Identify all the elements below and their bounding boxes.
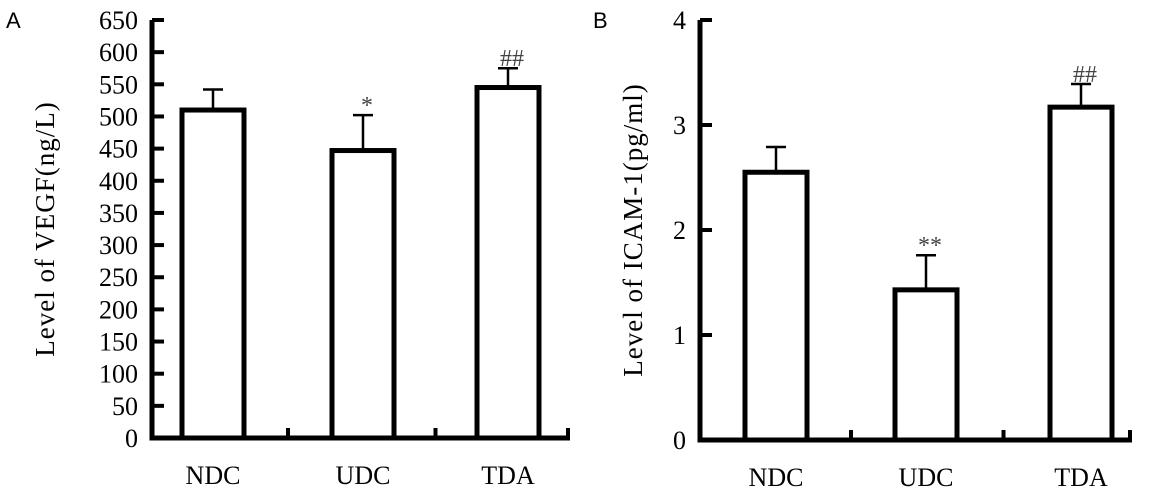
y-tick-label: 200 (99, 295, 138, 324)
bar (179, 107, 247, 441)
bar (329, 148, 397, 441)
category-label: UDC (336, 461, 391, 490)
bar (474, 85, 542, 441)
y-tick-label: 4 (673, 6, 686, 35)
y-tick-label: 0 (125, 424, 138, 453)
panel-b: B 0 1 2 3 4 NDC ** UDC ## TDA Level of ICAM-1(pg/m… (593, 6, 1132, 492)
y-tick-label: 250 (99, 263, 138, 292)
bar (1047, 104, 1115, 443)
category-label: TDA (1054, 463, 1108, 492)
significance-marker: ** (918, 233, 942, 259)
y-tick-label: 50 (112, 392, 138, 421)
category-label: UDC (899, 463, 954, 492)
significance-marker: * (361, 93, 373, 119)
y-tick-label: 500 (99, 102, 138, 131)
y-tick-label: 3 (673, 111, 686, 140)
y-tick-label: 550 (99, 70, 138, 99)
y-tick-label: 100 (99, 360, 138, 389)
y-tick-label: 2 (673, 216, 686, 245)
y-tick-label: 350 (99, 199, 138, 228)
category-label: NDC (186, 461, 241, 490)
significance-marker: ## (1073, 62, 1097, 88)
y-tick-label: 600 (99, 38, 138, 67)
y-tick-label: 300 (99, 231, 138, 260)
y-tick-label: 650 (99, 6, 138, 35)
y-axis-title: Level of VEGF(ng/L) (30, 101, 60, 356)
y-tick-label: 400 (99, 167, 138, 196)
category-label: NDC (749, 463, 804, 492)
bar (742, 169, 810, 443)
bar (892, 287, 960, 443)
y-tick-label: 150 (99, 328, 138, 357)
significance-marker: ## (500, 46, 524, 72)
y-tick-label: 0 (673, 426, 686, 455)
panel-a-letter: A (6, 8, 21, 33)
y-axis-title: Level of ICAM-1(pg/ml) (618, 83, 648, 376)
y-tick-label: 1 (673, 321, 686, 350)
y-tick-label: 450 (99, 135, 138, 164)
panel-b-letter: B (593, 8, 608, 33)
panel-a: A 0 50 100 150 200 250 300 350 400 450 500 550 600 65… (6, 6, 570, 490)
category-label: TDA (481, 461, 535, 490)
